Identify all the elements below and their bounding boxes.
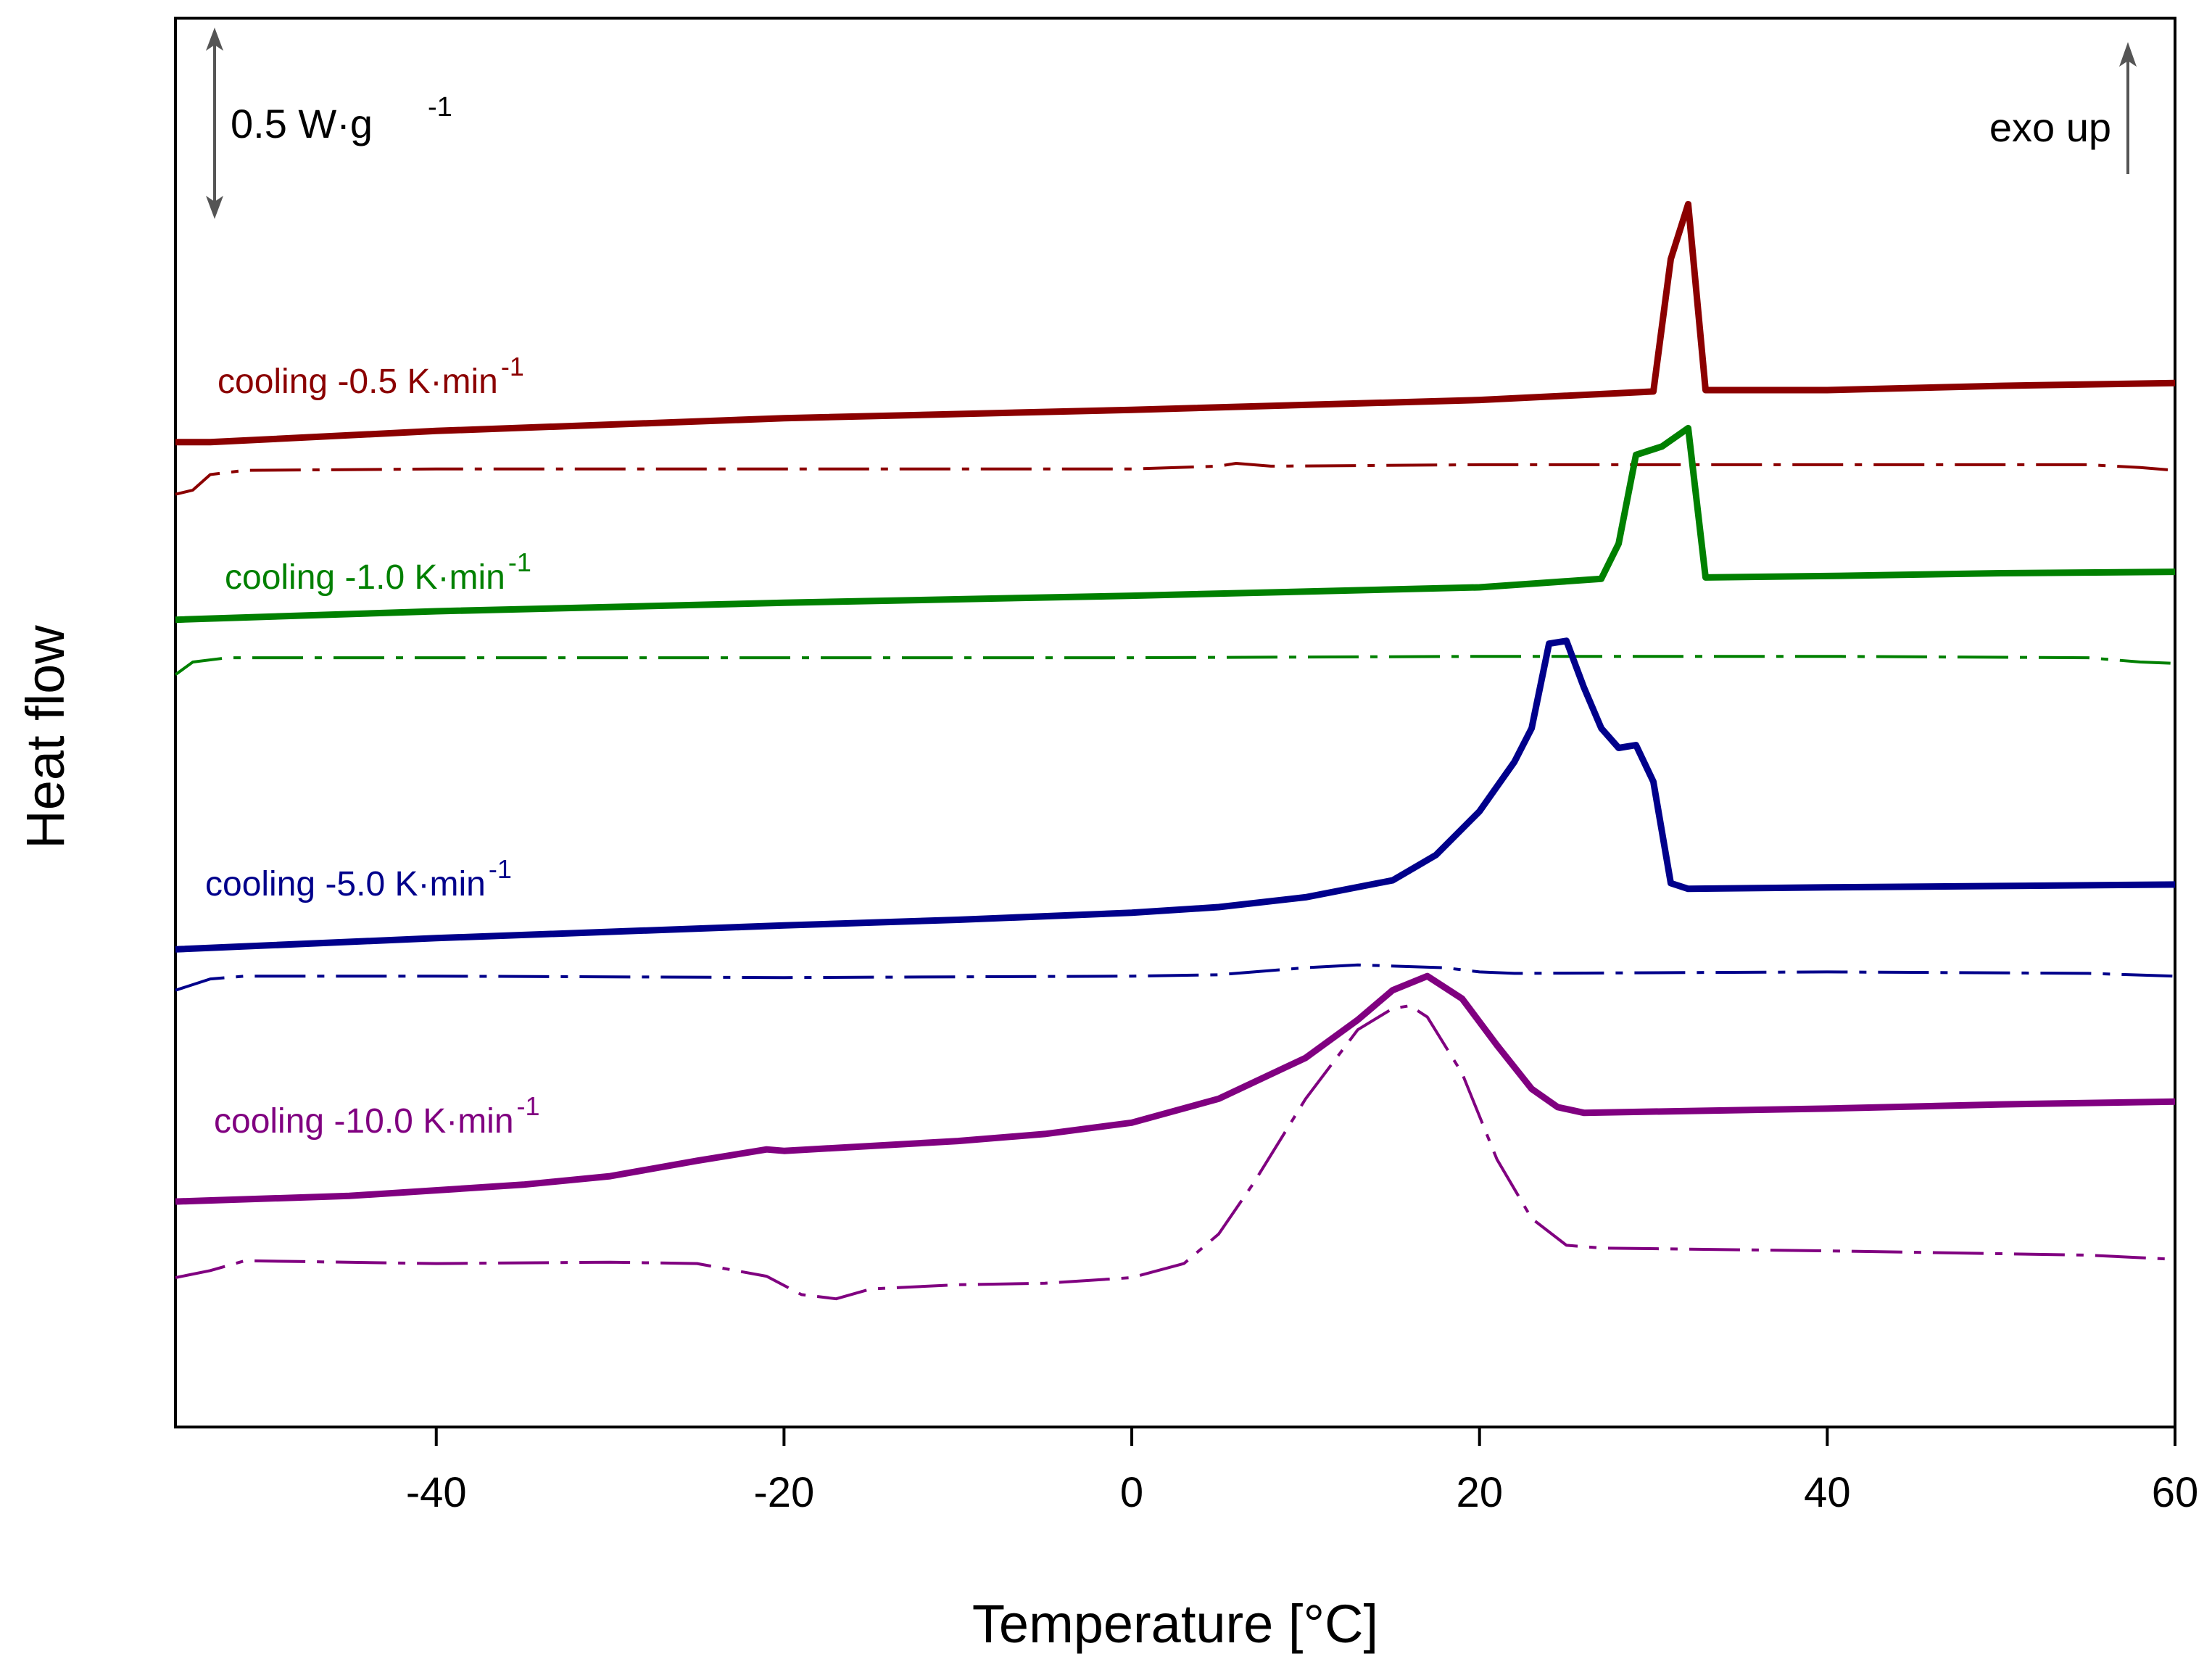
series-label: cooling -0.5 K·min xyxy=(218,363,498,401)
series-label-exponent: -1 xyxy=(508,547,531,577)
scale-bar-arrowhead-top xyxy=(206,28,223,51)
x-axis: -40 -20 0 20 40 60 xyxy=(406,1427,2198,1516)
x-tick-label: 60 xyxy=(2152,1469,2199,1516)
x-tick-label: 20 xyxy=(1456,1469,1503,1516)
series-line-3-dashdot xyxy=(174,655,2176,677)
exo-up-arrowhead xyxy=(2119,42,2137,67)
scale-bar-exponent: -1 xyxy=(428,92,452,123)
series-line-5-dashdot xyxy=(175,963,2176,992)
x-tick-label: -40 xyxy=(406,1469,467,1516)
exo-up-label: exo up xyxy=(1989,104,2111,150)
series-line-4-solid xyxy=(175,637,2176,953)
series-label: cooling -10.0 K·min xyxy=(214,1102,514,1141)
plot-area-frame xyxy=(174,17,2176,1428)
scale-bar-annotation: 0.5 W·g -1 xyxy=(206,28,452,219)
series-line-1-dashdot xyxy=(175,462,2176,496)
x-tick-label: -20 xyxy=(753,1469,814,1516)
scale-bar-value: 0.5 W·g xyxy=(231,101,373,146)
series-line-0-solid xyxy=(175,201,2176,446)
x-tick-label: 40 xyxy=(1804,1469,1851,1516)
series-label-exponent: -1 xyxy=(517,1091,540,1121)
x-axis-title: Temperature [°C] xyxy=(972,1594,1378,1654)
series-label: cooling -1.0 K·min xyxy=(225,558,505,597)
series-label: cooling -5.0 K·min xyxy=(205,865,486,903)
series-layer xyxy=(174,201,2176,1301)
series-line-6-solid xyxy=(175,972,2176,1205)
series-line-7-dashdot xyxy=(175,1004,2176,1301)
y-axis-title: Heat flow xyxy=(15,625,75,849)
series-label-exponent: -1 xyxy=(489,854,512,884)
scale-bar-arrowhead-bottom xyxy=(206,196,223,219)
x-tick-label: 0 xyxy=(1120,1469,1143,1516)
exo-up-annotation: exo up xyxy=(1989,42,2137,174)
series-line-2-solid xyxy=(175,424,2176,624)
series-label-exponent: -1 xyxy=(501,352,524,381)
